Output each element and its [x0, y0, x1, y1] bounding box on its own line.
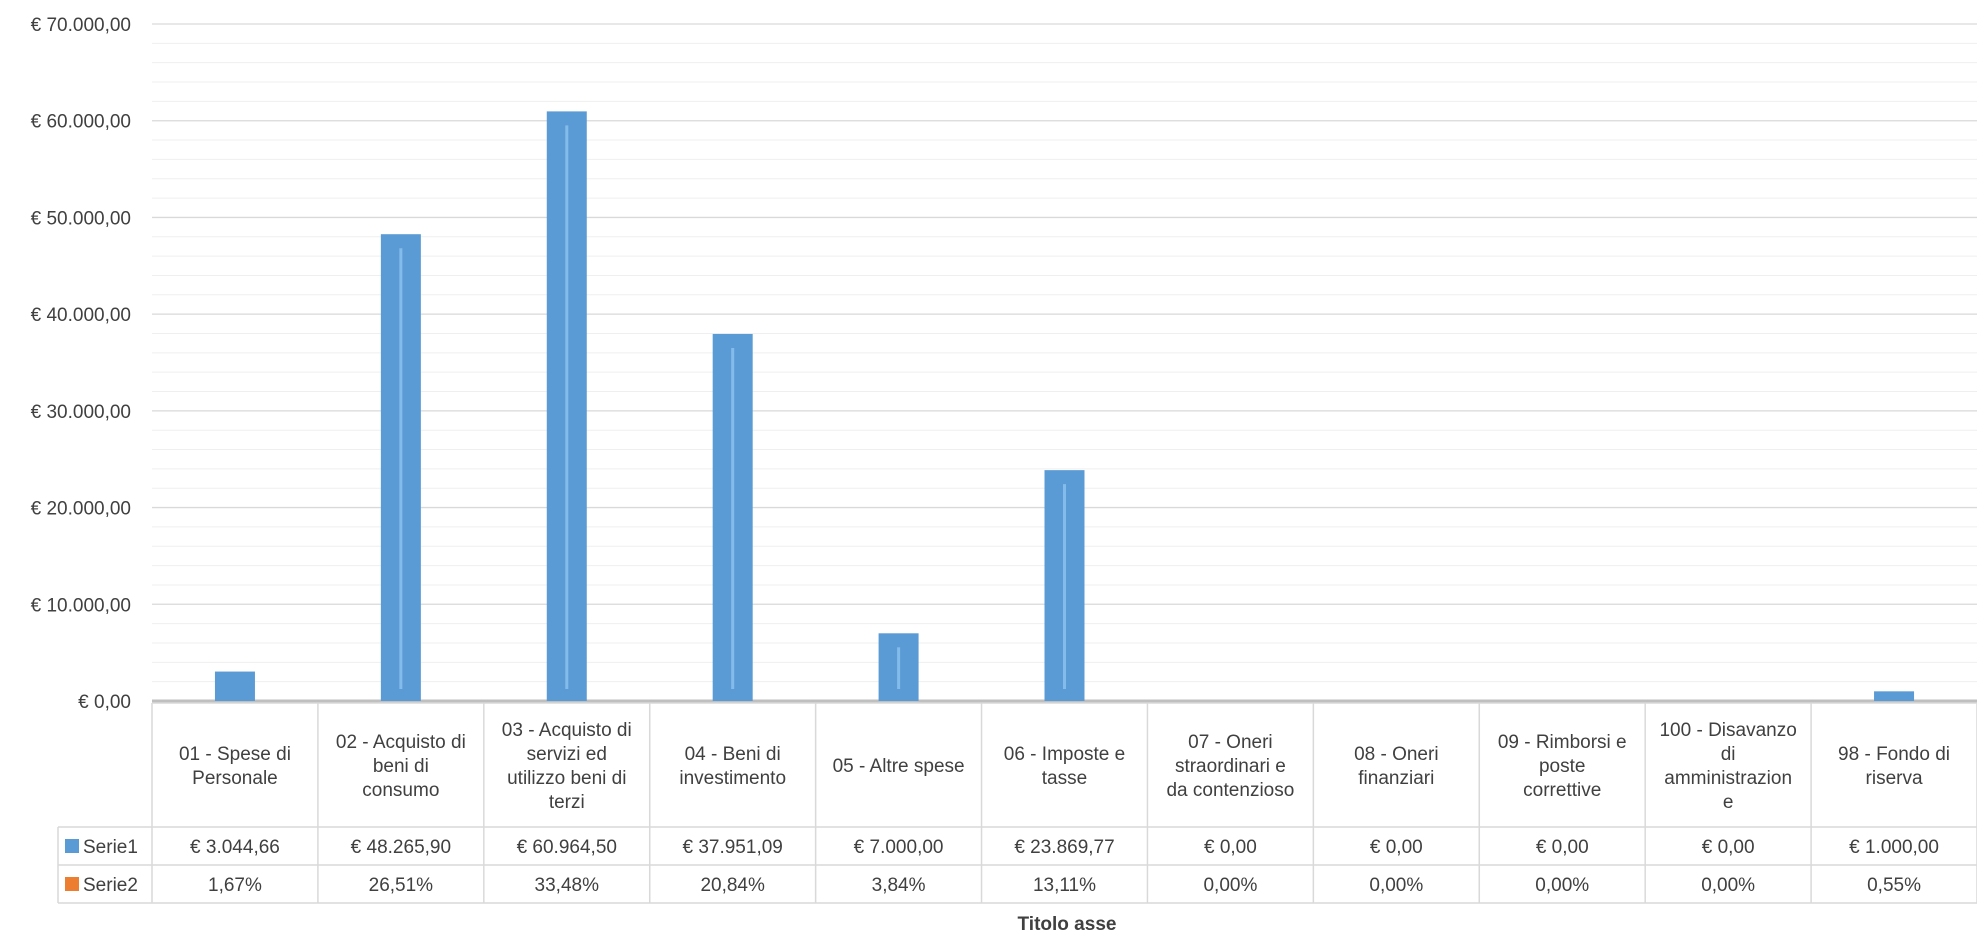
data-label: € 3.044,66 — [190, 837, 280, 858]
data-table: 01 - Spese di Personale 02 - Acquisto di be… — [57, 702, 1977, 904]
y-tick-label: € 50.000,00 — [31, 208, 131, 229]
category-label: 05 - Altre spese — [833, 756, 965, 777]
data-label: 20,84% — [700, 875, 765, 896]
y-axis-ticks: € 0,00 € 10.000,00 € 20.000,00 € 30.000,00 €… — [31, 15, 131, 713]
category-label: 07 - Oneri straordinari e da contenzioso — [1166, 732, 1294, 801]
data-label: 0,55% — [1867, 875, 1921, 896]
legend-label: Serie2 — [83, 875, 138, 896]
gridlines — [152, 23, 1977, 703]
data-label: 3,84% — [872, 875, 926, 896]
data-label: € 0,00 — [1702, 837, 1755, 858]
bars — [214, 111, 1915, 702]
category-label: 100 - Disavanzo di amministrazion e — [1659, 720, 1796, 813]
y-tick-label: € 40.000,00 — [31, 305, 131, 326]
category-label: 01 - Spese di Personale — [179, 744, 291, 789]
category-label: 08 - Oneri finanziari — [1354, 744, 1438, 789]
data-label: 33,48% — [535, 875, 600, 896]
bar-serie1 — [214, 671, 255, 701]
category-label: 02 - Acquisto di beni di consumo — [336, 732, 466, 801]
data-label: 0,00% — [1535, 875, 1589, 896]
legend-key-serie2 — [65, 877, 79, 891]
category-label: 09 - Rimborsi e poste correttive — [1498, 732, 1627, 801]
category-label: 04 - Beni di investimento — [679, 744, 786, 789]
y-tick-label: € 30.000,00 — [31, 402, 131, 423]
data-label: € 0,00 — [1370, 837, 1423, 858]
data-label: € 23.869,77 — [1014, 837, 1114, 858]
y-tick-label: € 20.000,00 — [31, 499, 131, 520]
data-label: € 0,00 — [1536, 837, 1589, 858]
data-label: 0,00% — [1701, 875, 1755, 896]
data-label: € 1.000,00 — [1849, 837, 1939, 858]
bar-serie1 — [1874, 691, 1915, 701]
data-label: € 7.000,00 — [854, 837, 944, 858]
category-label: 03 - Acquisto di servizi ed utilizzo beni … — [502, 720, 632, 813]
y-tick-label: € 70.000,00 — [31, 15, 131, 36]
data-label: 13,11% — [1033, 875, 1096, 896]
y-tick-label: € 0,00 — [78, 692, 131, 713]
data-label: 0,00% — [1369, 875, 1423, 896]
category-label: 98 - Fondo di riserva — [1838, 744, 1950, 789]
data-label: € 60.964,50 — [517, 837, 617, 858]
y-tick-label: € 10.000,00 — [31, 595, 131, 616]
x-axis-title: Titolo asse — [1018, 914, 1117, 934]
data-label: 0,00% — [1203, 875, 1257, 896]
data-label: € 0,00 — [1204, 837, 1257, 858]
data-label: € 48.265,90 — [351, 837, 451, 858]
category-label: 06 - Imposte e tasse — [1004, 744, 1125, 789]
data-label: € 37.951,09 — [682, 837, 782, 858]
legend-key-serie1 — [65, 839, 79, 853]
data-label: 26,51% — [369, 875, 434, 896]
y-tick-label: € 60.000,00 — [31, 112, 131, 133]
data-label: 1,67% — [208, 875, 262, 896]
legend-label: Serie1 — [83, 837, 138, 858]
